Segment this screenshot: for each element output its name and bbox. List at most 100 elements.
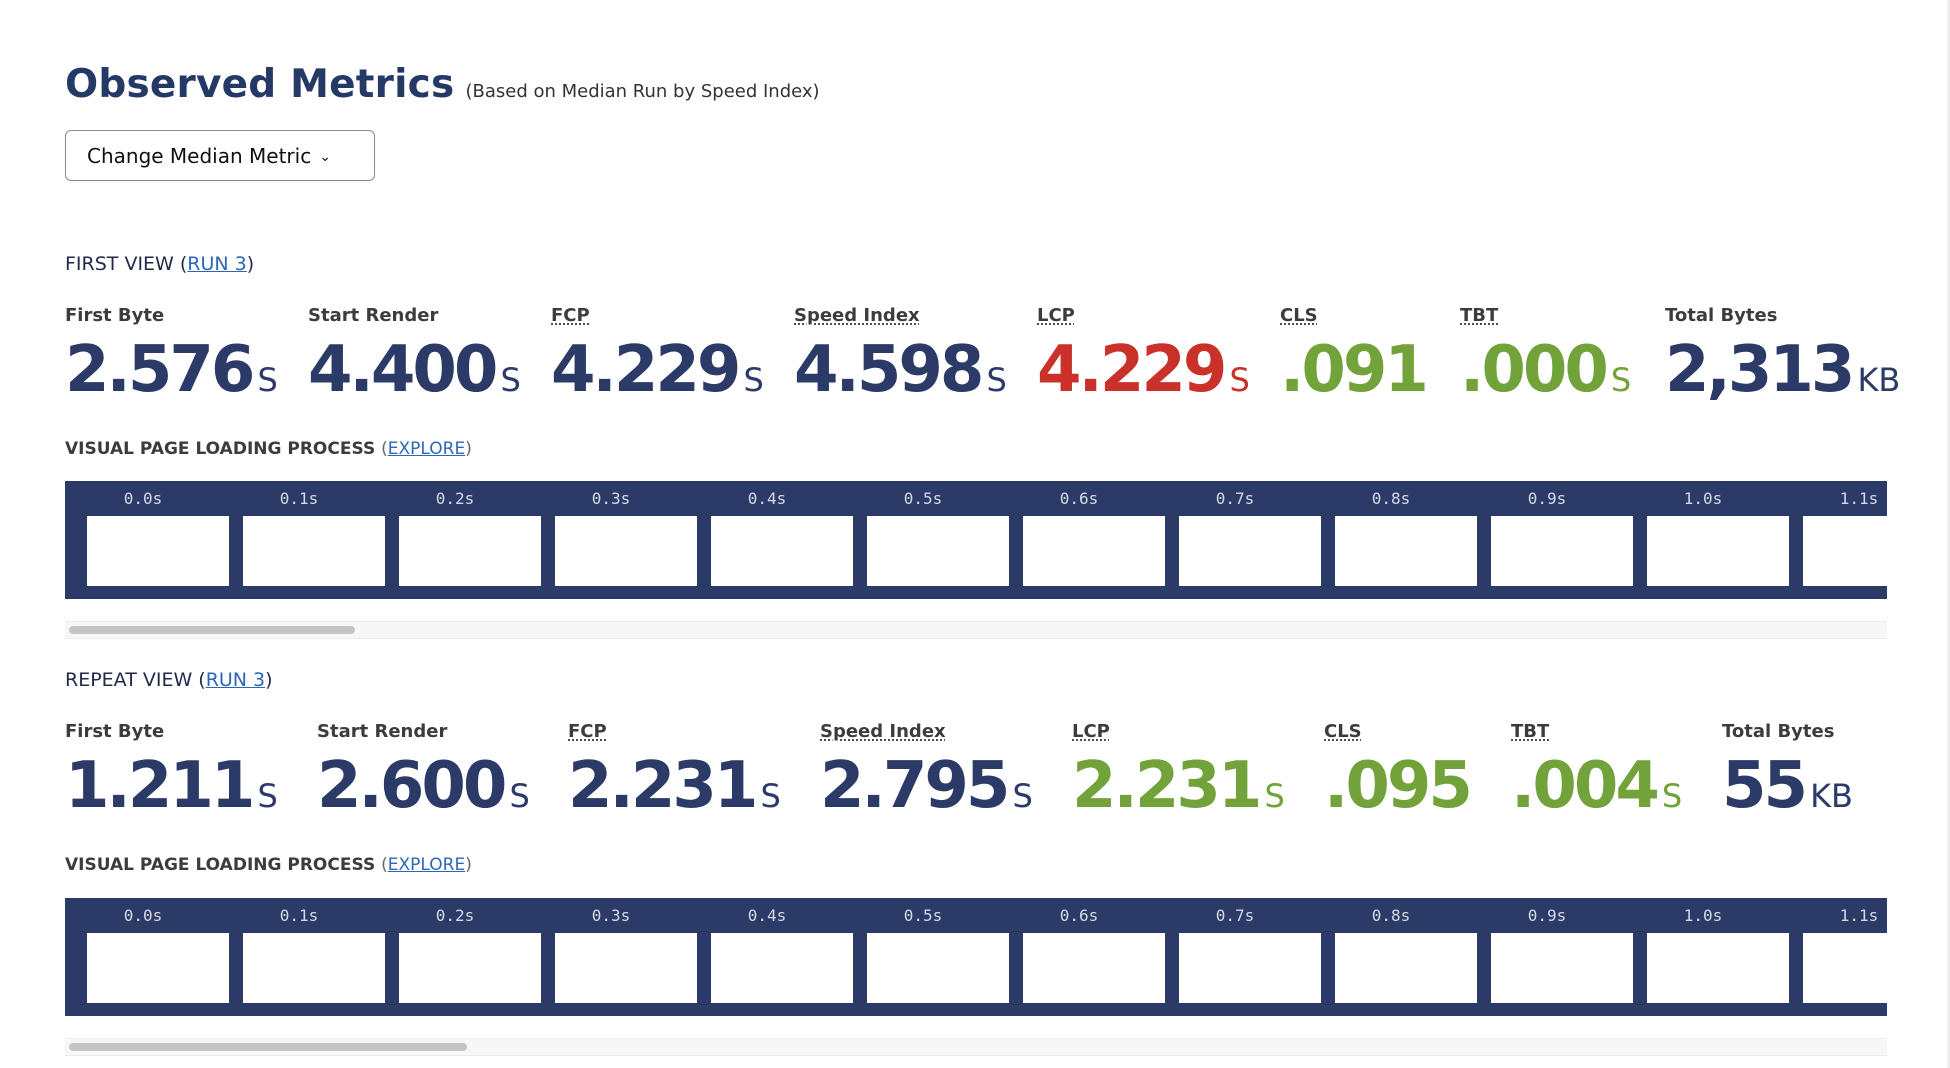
metric-label[interactable]: FCP xyxy=(568,721,607,742)
change-median-metric-button[interactable]: Change Median Metric ⌄ xyxy=(65,130,375,181)
metric-value: 4.229 xyxy=(1037,333,1227,407)
repeat-view-run-link[interactable]: RUN 3 xyxy=(205,669,266,691)
metric-unit: S xyxy=(986,361,1007,399)
first-view-run-link[interactable]: RUN 3 xyxy=(187,253,247,275)
change-median-metric-label: Change Median Metric xyxy=(87,143,312,168)
frame-thumbnail xyxy=(87,933,229,1003)
filmstrip-frame[interactable]: 1.1s xyxy=(1781,481,1887,599)
metric-value: 1.211 xyxy=(65,749,255,823)
filmstrip-frame[interactable]: 0.3s xyxy=(533,898,697,1016)
metric-label[interactable]: Speed Index xyxy=(794,305,920,326)
frame-time: 0.5s xyxy=(903,906,943,925)
filmstrip-frame[interactable]: 0.9s xyxy=(1469,898,1633,1016)
first-view-filmstrip-scrollbar[interactable] xyxy=(65,621,1887,639)
metric-label[interactable]: TBT xyxy=(1460,305,1499,326)
filmstrip-track: 0.0s 0.1s 0.2s 0.3s 0.4s 0.5s 0.6s 0.7s … xyxy=(65,898,1887,1016)
filmstrip-frame[interactable]: 0.4s xyxy=(689,898,853,1016)
filmstrip-frame[interactable]: 0.5s xyxy=(845,481,1009,599)
frame-time: 1.1s xyxy=(1839,489,1879,508)
first-view-title-suffix: ) xyxy=(246,253,255,275)
metric-cls: CLS .091 xyxy=(1280,305,1431,405)
filmstrip-frame[interactable]: 0.8s xyxy=(1313,898,1477,1016)
frame-thumbnail xyxy=(867,516,1009,586)
filmstrip-frame[interactable]: 0.0s xyxy=(65,481,229,599)
repeat-view-filmstrip-scrollbar[interactable] xyxy=(65,1038,1887,1056)
first-view-title-prefix: FIRST VIEW ( xyxy=(65,253,188,275)
metric-value: 2.576 xyxy=(65,333,255,407)
first-view-metrics: First Byte 2.576 S Start Render 4.400 S FC… xyxy=(65,305,1900,407)
filmstrip-frame[interactable]: 0.4s xyxy=(689,481,853,599)
metric-unit: KB xyxy=(1857,361,1901,399)
filmstrip-frame[interactable]: 1.1s xyxy=(1781,898,1887,1016)
metric-value: 4.400 xyxy=(308,333,498,407)
metric-start-render: Start Render 2.600 S xyxy=(317,721,530,821)
metric-speed-index: Speed Index 4.598 S xyxy=(794,305,1007,405)
frame-time: 0.1s xyxy=(279,489,319,508)
metric-label[interactable]: FCP xyxy=(551,305,590,326)
metric-fcp: FCP 4.229 S xyxy=(551,305,764,405)
repeat-view-metrics: First Byte 1.211 S Start Render 2.600 S FC… xyxy=(65,721,1887,821)
metric-label[interactable]: CLS xyxy=(1280,305,1318,326)
frame-thumbnail xyxy=(1335,516,1477,586)
metric-value: 2.231 xyxy=(1072,749,1262,823)
filmstrip-frame[interactable]: 0.9s xyxy=(1469,481,1633,599)
frame-time: 1.0s xyxy=(1683,906,1723,925)
filmstrip-frame[interactable]: 1.0s xyxy=(1625,898,1789,1016)
metric-unit: S xyxy=(257,777,278,815)
metric-label: Start Render xyxy=(308,305,439,326)
chevron-down-icon: ⌄ xyxy=(319,148,331,165)
metric-unit: S xyxy=(500,361,521,399)
metric-unit: S xyxy=(257,361,278,399)
first-view-explore-link[interactable]: EXPLORE xyxy=(387,439,466,459)
vplp-open-paren: ( xyxy=(381,855,388,875)
vplp-open-paren: ( xyxy=(381,439,388,459)
filmstrip-frame[interactable]: 0.2s xyxy=(377,898,541,1016)
filmstrip-frame[interactable]: 0.7s xyxy=(1157,481,1321,599)
metric-fcp: FCP 2.231 S xyxy=(568,721,781,821)
metric-value: 55 xyxy=(1722,749,1808,823)
filmstrip-frame[interactable]: 0.3s xyxy=(533,481,697,599)
metric-label[interactable]: LCP xyxy=(1072,721,1110,742)
filmstrip-frame[interactable]: 0.6s xyxy=(1001,481,1165,599)
metric-label[interactable]: LCP xyxy=(1037,305,1075,326)
frame-thumbnail xyxy=(1023,933,1165,1003)
metric-label[interactable]: Speed Index xyxy=(820,721,946,742)
filmstrip-frame[interactable]: 0.5s xyxy=(845,898,1009,1016)
scrollbar-thumb[interactable] xyxy=(69,626,355,634)
frame-thumbnail xyxy=(1803,516,1887,586)
frame-time: 0.6s xyxy=(1059,489,1099,508)
page-right-border xyxy=(1947,0,1950,1068)
metric-lcp: LCP 4.229 S xyxy=(1037,305,1250,405)
filmstrip-frame[interactable]: 0.6s xyxy=(1001,898,1165,1016)
filmstrip-frame[interactable]: 0.1s xyxy=(221,481,385,599)
filmstrip-frame[interactable]: 0.1s xyxy=(221,898,385,1016)
frame-thumbnail xyxy=(399,933,541,1003)
first-view-title: FIRST VIEW (RUN 3) xyxy=(65,253,254,275)
metric-first-byte: First Byte 1.211 S xyxy=(65,721,278,821)
metric-unit: S xyxy=(509,777,530,815)
first-view-vplp-heading: VISUAL PAGE LOADING PROCESS (EXPLORE) xyxy=(65,439,472,459)
metric-value: .004 xyxy=(1511,749,1660,823)
filmstrip-frame[interactable]: 1.0s xyxy=(1625,481,1789,599)
filmstrip-frame[interactable]: 0.2s xyxy=(377,481,541,599)
metric-value: 2.795 xyxy=(820,749,1010,823)
repeat-view-title-prefix: REPEAT VIEW ( xyxy=(65,669,206,691)
vplp-label: VISUAL PAGE LOADING PROCESS xyxy=(65,855,376,875)
repeat-view-explore-link[interactable]: EXPLORE xyxy=(387,855,466,875)
metric-unit: S xyxy=(1229,361,1250,399)
filmstrip-frame[interactable]: 0.8s xyxy=(1313,481,1477,599)
vplp-close-paren: ) xyxy=(465,855,472,875)
filmstrip-frame[interactable]: 0.7s xyxy=(1157,898,1321,1016)
filmstrip-frame[interactable]: 0.0s xyxy=(65,898,229,1016)
metric-label[interactable]: CLS xyxy=(1324,721,1362,742)
metric-value: 4.229 xyxy=(551,333,741,407)
frame-thumbnail xyxy=(1023,516,1165,586)
metric-first-byte: First Byte 2.576 S xyxy=(65,305,278,405)
repeat-view-title: REPEAT VIEW (RUN 3) xyxy=(65,669,273,691)
metric-label[interactable]: TBT xyxy=(1511,721,1550,742)
frame-thumbnail xyxy=(711,933,853,1003)
scrollbar-thumb[interactable] xyxy=(69,1043,467,1051)
frame-time: 0.0s xyxy=(123,906,163,925)
metric-total-bytes: Total Bytes 55 KB xyxy=(1722,721,1853,821)
metric-label: First Byte xyxy=(65,721,165,742)
